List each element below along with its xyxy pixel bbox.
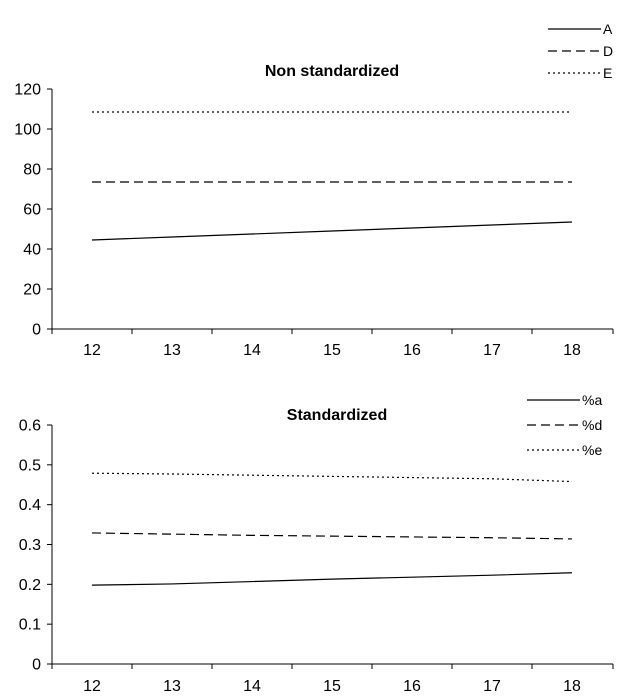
legend-label: %a xyxy=(582,392,602,408)
y-tick-label: 40 xyxy=(23,242,41,259)
y-tick-label: 120 xyxy=(14,82,41,99)
x-tick-label: 17 xyxy=(483,342,501,359)
y-tick-label: 100 xyxy=(14,122,41,139)
chart-title: Non standardized xyxy=(265,63,399,80)
chart-non-standardized: Non standardized 0 20 40 60 80 100 120 12 13 14 15… xyxy=(14,21,614,359)
y-tick-label: 0.3 xyxy=(19,537,41,554)
series-line-pct-a xyxy=(91,572,573,586)
x-tick-label: 15 xyxy=(323,342,341,359)
series-line-pct-e xyxy=(91,472,573,483)
x-tick-label: 18 xyxy=(563,342,581,359)
chart-title: Standardized xyxy=(287,407,387,424)
x-tick-label: 17 xyxy=(483,678,501,695)
y-tick-label: 60 xyxy=(23,202,41,219)
y-tick-label: 0 xyxy=(32,657,41,674)
y-tick-label: 0 xyxy=(32,322,41,339)
x-tick-label: 18 xyxy=(563,678,581,695)
y-tick-label: 20 xyxy=(23,282,41,299)
x-tick-label: 15 xyxy=(323,678,341,695)
x-tick-label: 12 xyxy=(83,678,101,695)
y-tick-label: 0.1 xyxy=(19,617,41,634)
legend-label: %d xyxy=(582,417,602,433)
y-tick-label: 0.2 xyxy=(19,577,41,594)
legend-label: A xyxy=(603,21,613,37)
x-tick-label: 13 xyxy=(163,678,181,695)
y-tick-label: 0.4 xyxy=(19,497,41,514)
series-line-pct-d xyxy=(91,532,573,540)
x-tick-label: 16 xyxy=(403,678,421,695)
legend-label: %e xyxy=(582,442,602,458)
series-line-a xyxy=(91,221,573,241)
x-tick-label: 14 xyxy=(243,678,261,695)
legend-label: E xyxy=(603,65,612,81)
x-tick-label: 16 xyxy=(403,342,421,359)
x-tick-label: 14 xyxy=(243,342,261,359)
y-tick-label: 0.5 xyxy=(19,457,41,474)
y-tick-label: 0.6 xyxy=(19,418,41,435)
legend-label: D xyxy=(603,43,613,59)
y-tick-label: 80 xyxy=(23,162,41,179)
x-tick-label: 12 xyxy=(83,342,101,359)
x-tick-label: 13 xyxy=(163,342,181,359)
chart-standardized: Standardized 0 0.1 0.2 0.3 0.4 0.5 0.6 12 13 14 15… xyxy=(19,392,614,695)
